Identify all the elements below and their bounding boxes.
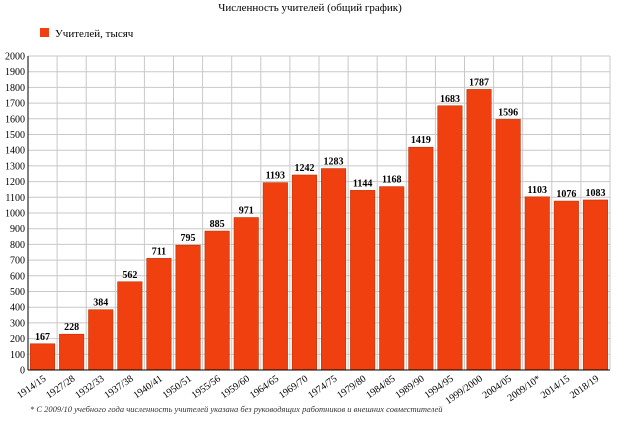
- x-tick-label: 1927/28: [44, 373, 77, 401]
- bar: [30, 343, 56, 371]
- y-tick-label: 1500: [5, 130, 25, 141]
- bar: [437, 105, 463, 371]
- bar: [233, 217, 259, 371]
- y-tick-label: 100: [10, 350, 25, 361]
- y-tick-label: 1300: [5, 161, 25, 172]
- bar: [466, 89, 492, 371]
- x-tick-label: 1979/80: [335, 373, 368, 401]
- y-tick-label: 200: [10, 334, 25, 345]
- data-labels: 167 228 384 562 711 795 885 971 1193 1242 1283 1144…: [35, 77, 605, 342]
- x-tick-label: 2014/15: [539, 373, 572, 401]
- data-label: 1144: [353, 178, 372, 189]
- y-tick-label: 1900: [5, 67, 25, 78]
- y-tick-label: 1000: [5, 209, 25, 220]
- x-tick-label: 1989/90: [393, 373, 426, 401]
- legend-swatch: [40, 28, 49, 37]
- bar: [175, 244, 201, 371]
- bar: [117, 281, 143, 371]
- data-label: 1596: [498, 107, 518, 118]
- bar: [408, 146, 434, 371]
- bar: [291, 174, 317, 371]
- x-tick-label: 1914/15: [15, 373, 48, 401]
- x-tick-label: 2018/19: [568, 373, 601, 401]
- data-label: 562: [122, 270, 137, 281]
- x-tick-label: 1932/33: [73, 373, 106, 401]
- bar: [495, 119, 521, 371]
- legend-label: Учителей, тысяч: [55, 28, 134, 40]
- data-label: 1193: [266, 171, 285, 182]
- y-tick-label: 600: [10, 271, 25, 282]
- grid-lines: [28, 55, 611, 371]
- y-tick-label: 900: [10, 224, 25, 235]
- bar: [262, 182, 288, 371]
- x-tick-label: 1964/65: [248, 373, 281, 401]
- y-tick-label: 400: [10, 303, 25, 314]
- y-tick-label: 800: [10, 240, 25, 251]
- x-axis-ticks: 1914/151927/281932/331937/381940/411950/…: [15, 373, 601, 407]
- bar: [88, 309, 114, 371]
- x-tick-label: 1940/41: [132, 373, 165, 401]
- y-tick-label: 0: [20, 366, 25, 377]
- x-tick-label: 1974/75: [306, 373, 339, 401]
- data-label: 228: [64, 322, 79, 333]
- y-tick-label: 1100: [5, 193, 25, 204]
- y-tick-label: 1200: [5, 177, 25, 188]
- data-label: 1103: [528, 185, 547, 196]
- bar: [204, 230, 230, 371]
- x-tick-label: 1955/56: [190, 373, 223, 401]
- x-tick-label: 1937/38: [102, 373, 135, 401]
- chart-title: Численность учителей (общий график): [218, 2, 402, 14]
- y-axis-ticks: 0 100 200 300 400 500 600 700 800 900 1000 1100 1200…: [5, 52, 25, 377]
- data-label: 885: [210, 219, 225, 230]
- y-tick-label: 1400: [5, 146, 25, 157]
- y-tick-label: 1700: [5, 99, 25, 110]
- data-label: 1083: [585, 188, 605, 199]
- data-label: 795: [181, 233, 196, 244]
- y-tick-label: 2000: [5, 52, 25, 63]
- bar: [350, 190, 376, 371]
- y-tick-label: 1600: [5, 114, 25, 125]
- data-label: 1242: [294, 163, 314, 174]
- y-tick-label: 700: [10, 256, 25, 267]
- y-tick-label: 300: [10, 318, 25, 329]
- data-label: 971: [239, 206, 254, 217]
- y-tick-label: 1800: [5, 83, 25, 94]
- y-tick-label: 500: [10, 287, 25, 298]
- legend: Учителей, тысяч: [40, 28, 134, 40]
- data-label: 384: [93, 298, 108, 309]
- data-label: 1076: [556, 189, 576, 200]
- data-label: 1683: [440, 94, 460, 105]
- data-label: 711: [152, 246, 166, 257]
- x-tick-label: 1950/51: [161, 373, 194, 401]
- data-label: 167: [35, 332, 50, 343]
- x-tick-label: 1984/85: [364, 373, 397, 401]
- x-tick-label: 2009/10*: [506, 373, 543, 404]
- x-tick-label: 1959/60: [219, 373, 252, 401]
- bar: [59, 333, 85, 371]
- bar: [379, 186, 405, 371]
- x-tick-label: 1969/70: [277, 373, 310, 401]
- data-label: 1787: [469, 77, 489, 88]
- bar: [524, 196, 550, 371]
- bar: [321, 168, 347, 371]
- data-label: 1419: [411, 135, 431, 146]
- data-label: 1283: [324, 157, 344, 168]
- bar: [582, 199, 608, 371]
- bar: [553, 200, 579, 371]
- data-label: 1168: [382, 175, 401, 186]
- footnote: * С 2009/10 учебного года численность уч…: [30, 404, 443, 414]
- bar: [146, 258, 172, 371]
